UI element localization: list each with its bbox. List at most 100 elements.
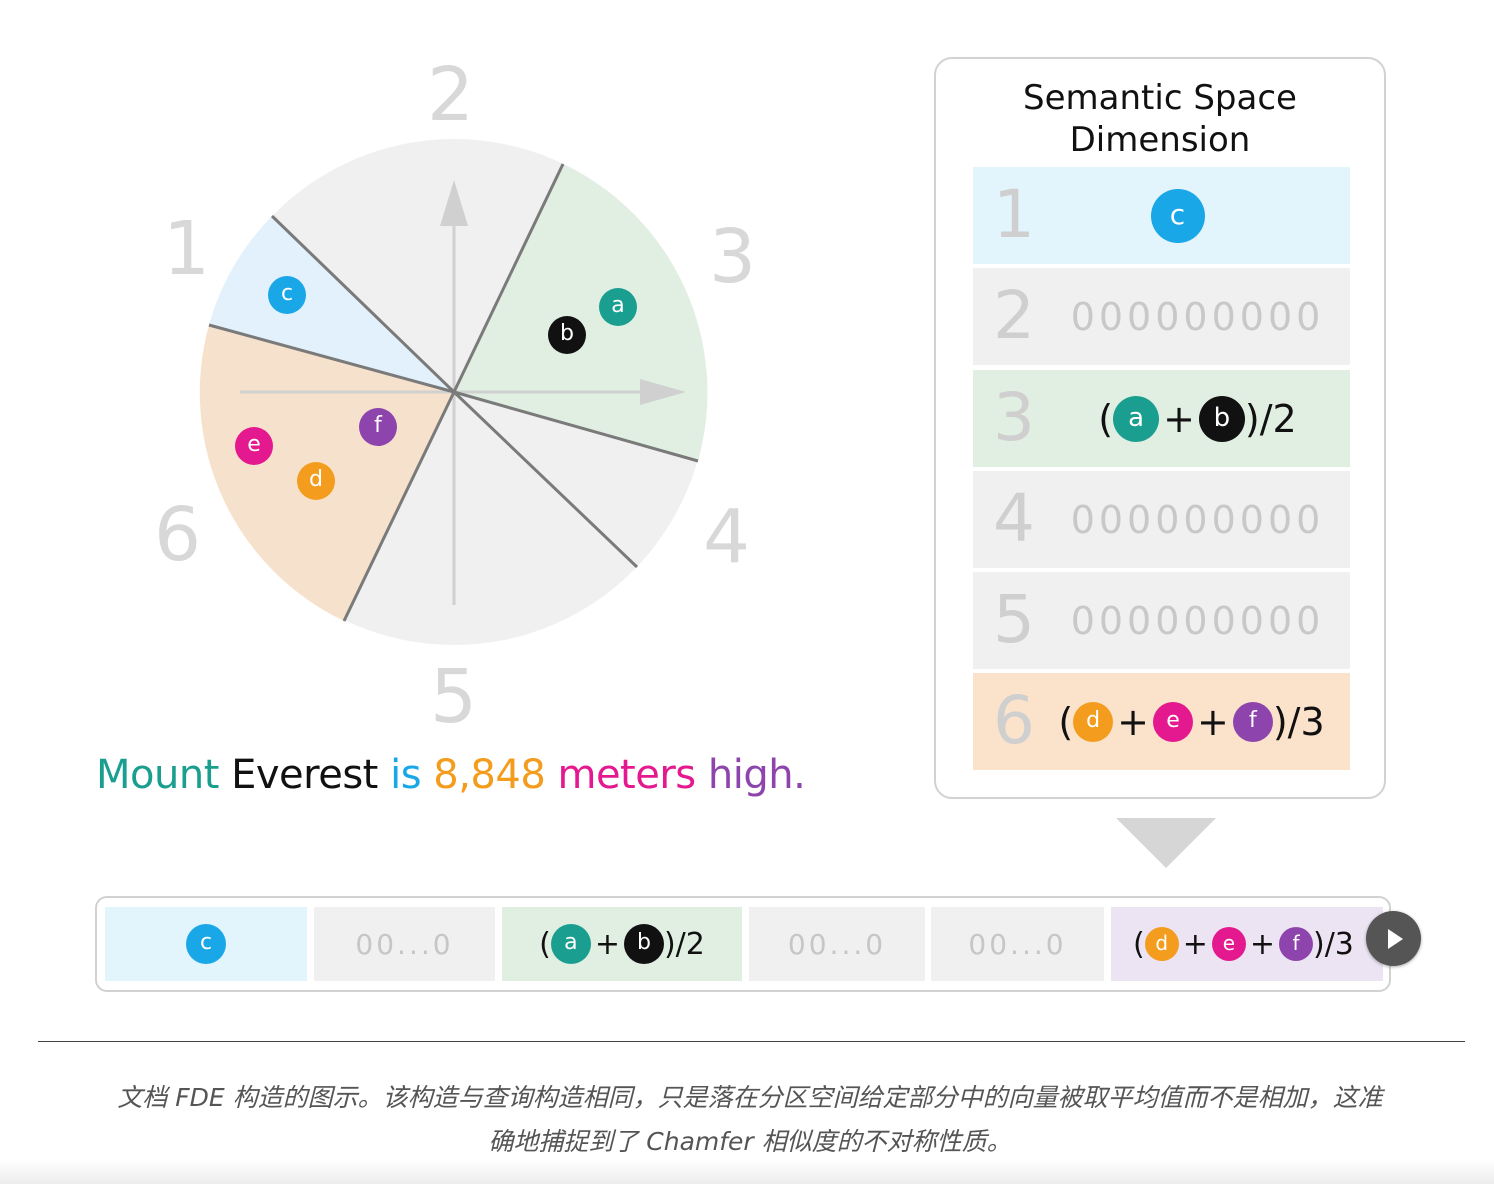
dimension-row-5: 5 000000000 [973, 572, 1350, 669]
plus-sign: + [1117, 699, 1149, 744]
token-a: a [550, 924, 591, 964]
open-paren: ( [1098, 396, 1114, 441]
play-button[interactable] [1366, 911, 1421, 966]
fde-vector-bar: c 00...0 (a + b)/2 00...0 00...0 (d + e + f)/3 [95, 896, 1391, 992]
caption-line-1: 文档 FDE 构造的图示。该构造与查询构造相同，只是落在分区空间给定部分中的向量… [117, 1083, 1383, 1112]
word-8848: 8,848 [433, 752, 546, 798]
token-e: e [1153, 701, 1193, 742]
average-suffix: )/3 [1313, 926, 1354, 962]
dimension-row-6: 6 (d + e + f)/3 [973, 673, 1350, 770]
partition-circle-diagram [199, 139, 708, 645]
dimension-row-4: 4 000000000 [973, 471, 1350, 568]
sector-number-6: 6 [154, 492, 202, 578]
bottom-fade [0, 1160, 1494, 1184]
dimension-row-3: 3 (a + b)/2 [973, 370, 1350, 467]
dimension-row-1: 1 c [973, 167, 1350, 264]
semantic-space-panel: Semantic Space Dimension 1 c 2 000000000… [934, 57, 1386, 799]
dimension-content: (a + b)/2 [1045, 370, 1350, 467]
caption-line-2: 确地捕捉到了 Chamfer 相似度的不对称性质。 [488, 1127, 1012, 1156]
open-paren: ( [539, 926, 551, 962]
dimension-number: 6 [993, 682, 1035, 759]
zero-values: 00...0 [355, 927, 454, 961]
dimension-content: (d + e + f)/3 [1033, 673, 1350, 770]
space [378, 752, 390, 798]
token-d: d [297, 462, 335, 500]
zero-values: 000000000 [1070, 497, 1325, 542]
token-f: f [1279, 927, 1313, 961]
token-e: e [235, 427, 273, 465]
word-meters: meters [557, 752, 696, 798]
vector-cell-1: c [105, 907, 307, 981]
panel-title-line2: Dimension [1069, 120, 1251, 160]
dimension-number: 5 [993, 581, 1035, 658]
vector-cell-5: 00...0 [931, 907, 1104, 981]
token-d: d [1073, 701, 1114, 742]
plus-sign: + [1249, 926, 1275, 962]
dimension-number: 1 [993, 176, 1035, 253]
zero-values: 00...0 [968, 927, 1067, 961]
partition-line [208, 323, 455, 394]
plus-sign: + [1197, 699, 1229, 744]
token-d: d [1144, 927, 1179, 961]
average-suffix: )/3 [1272, 699, 1325, 744]
token-f: f [1232, 701, 1273, 742]
sector-number-4: 4 [703, 494, 751, 580]
x-axis-arrow [640, 379, 686, 405]
dimension-content: 000000000 [1045, 572, 1350, 669]
space [421, 752, 433, 798]
panel-title: Semantic Space Dimension [936, 77, 1384, 161]
dimension-number: 3 [993, 379, 1035, 456]
vector-cell-3: (a + b)/2 [502, 907, 742, 981]
zero-values: 000000000 [1070, 598, 1325, 643]
zero-values: 000000000 [1070, 294, 1325, 339]
region-1 [209, 216, 454, 392]
partition-line [452, 163, 565, 393]
vector-cell-2: 00...0 [314, 907, 495, 981]
dimension-number: 2 [993, 277, 1035, 354]
space [545, 752, 557, 798]
average-suffix: )/2 [663, 926, 705, 962]
dimension-content: c [1045, 167, 1350, 264]
zero-values: 00...0 [787, 927, 887, 961]
sector-number-1: 1 [163, 206, 211, 292]
sector-number-3: 3 [709, 214, 757, 300]
plus-sign: + [1182, 926, 1208, 962]
token-c: c [186, 924, 226, 964]
token-b: b [548, 316, 586, 354]
word-high: high. [707, 752, 806, 798]
token-f: f [359, 408, 397, 446]
word-is: is [390, 752, 422, 798]
partition-line [342, 391, 456, 622]
token-a: a [1113, 395, 1160, 442]
dimension-content: 000000000 [1045, 268, 1350, 365]
caption-divider [38, 1041, 1465, 1042]
dimension-row-2: 2 000000000 [973, 268, 1350, 365]
partition-line [452, 390, 639, 569]
plus-sign: + [1163, 396, 1195, 441]
word-everest: Everest [231, 752, 378, 798]
sector-number-5: 5 [430, 654, 478, 740]
down-arrow-icon [1116, 818, 1216, 868]
sector-number-2: 2 [427, 52, 475, 138]
space [219, 752, 231, 798]
token-c: c [268, 276, 306, 314]
token-a: a [599, 288, 637, 326]
figure-caption: 文档 FDE 构造的图示。该构造与查询构造相同，只是落在分区空间给定部分中的向量… [30, 1076, 1470, 1164]
space [696, 752, 708, 798]
partition-line [453, 390, 699, 463]
dimension-content: 000000000 [1045, 471, 1350, 568]
token-b: b [1198, 395, 1245, 442]
vector-cell-4: 00...0 [749, 907, 925, 981]
panel-title-line1: Semantic Space [1023, 78, 1297, 118]
word-mount: Mount [96, 752, 219, 798]
token-b: b [623, 924, 664, 964]
dimension-number: 4 [993, 480, 1035, 557]
token-e: e [1211, 927, 1246, 961]
y-axis-arrow [440, 180, 468, 226]
average-suffix: )/2 [1244, 396, 1297, 441]
open-paren: ( [1058, 699, 1074, 744]
vector-cell-6: (d + e + f)/3 [1111, 907, 1383, 981]
token-c: c [1150, 188, 1205, 243]
partition-line [270, 214, 456, 394]
example-sentence: Mount Everest is 8,848 meters high. [96, 752, 806, 798]
